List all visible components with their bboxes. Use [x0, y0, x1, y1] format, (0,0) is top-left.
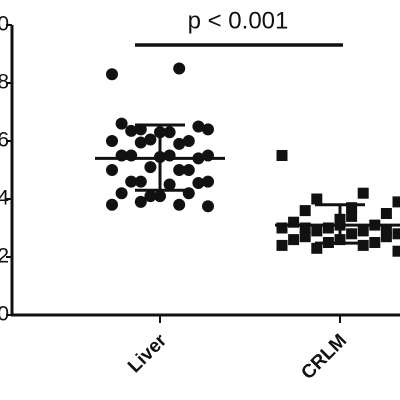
point	[202, 123, 214, 136]
point	[276, 150, 288, 161]
point	[288, 234, 300, 246]
point	[202, 200, 214, 213]
point	[192, 120, 205, 133]
y-tick-label: 0	[0, 303, 9, 326]
point	[173, 198, 186, 211]
point	[163, 126, 176, 139]
point	[134, 175, 147, 188]
x-tick-label: Liver	[124, 330, 171, 377]
point	[154, 190, 166, 203]
point	[346, 228, 358, 240]
point	[106, 198, 118, 211]
x-tick-label: CRLM	[297, 330, 351, 384]
point	[380, 231, 392, 243]
point	[299, 205, 311, 217]
point	[106, 68, 118, 81]
p-value: p < 0.001	[188, 7, 289, 34]
point	[346, 202, 358, 214]
point	[276, 222, 288, 234]
point	[357, 187, 369, 199]
point	[392, 228, 400, 240]
point	[134, 136, 147, 149]
point	[380, 208, 392, 219]
point	[182, 164, 195, 176]
point	[357, 225, 369, 237]
point	[369, 237, 381, 248]
point	[144, 190, 157, 203]
point	[392, 196, 400, 208]
point	[288, 216, 300, 228]
point	[144, 161, 157, 174]
y-tick-label: 8	[0, 71, 9, 94]
point	[163, 178, 176, 191]
y-tick-label: 10	[0, 13, 9, 36]
point	[106, 135, 118, 147]
point	[299, 231, 311, 243]
point	[173, 164, 186, 176]
point	[182, 135, 195, 147]
point	[115, 117, 128, 130]
point	[106, 164, 118, 176]
point	[346, 210, 358, 222]
point	[357, 239, 369, 251]
point	[322, 222, 334, 234]
y-tick-label: 2	[0, 245, 9, 268]
point	[202, 175, 214, 188]
point	[125, 124, 138, 137]
y-tick-label: 4	[0, 187, 9, 210]
point	[192, 177, 205, 190]
point	[182, 187, 195, 200]
y-tick-label: 6	[0, 129, 9, 152]
point	[311, 242, 323, 254]
point	[115, 187, 128, 200]
point	[144, 133, 157, 146]
point	[299, 222, 311, 234]
point	[173, 137, 186, 150]
point	[311, 225, 323, 237]
point	[134, 195, 147, 208]
point	[392, 245, 400, 257]
point	[311, 193, 323, 205]
point	[380, 225, 392, 237]
point	[173, 62, 186, 75]
point	[276, 239, 288, 251]
point	[125, 175, 138, 188]
